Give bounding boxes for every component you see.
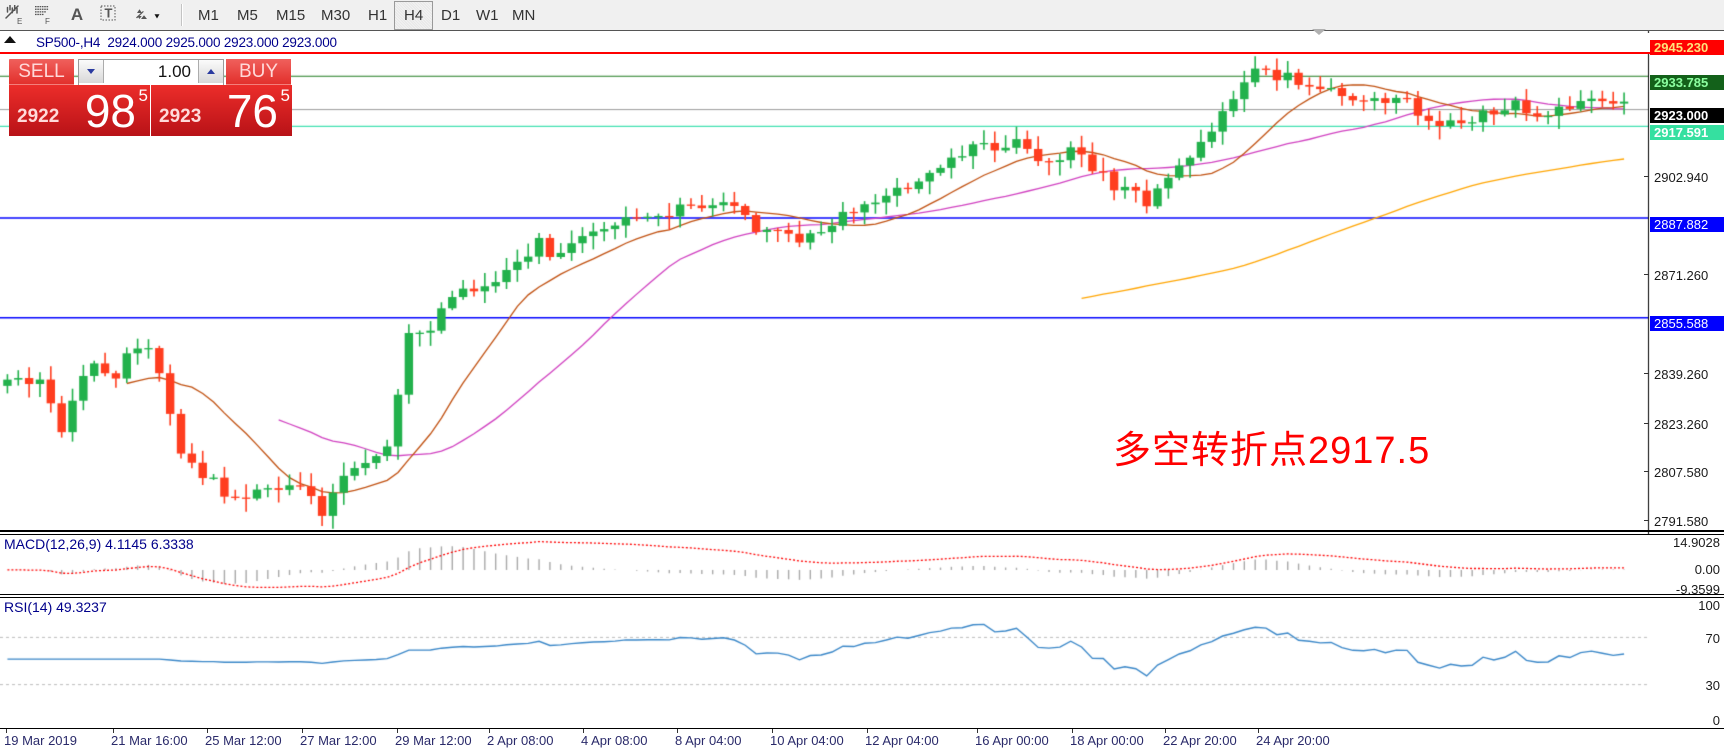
svg-text:T: T (105, 6, 113, 21)
svg-text:E: E (17, 17, 22, 25)
svg-text:F: F (45, 17, 50, 25)
